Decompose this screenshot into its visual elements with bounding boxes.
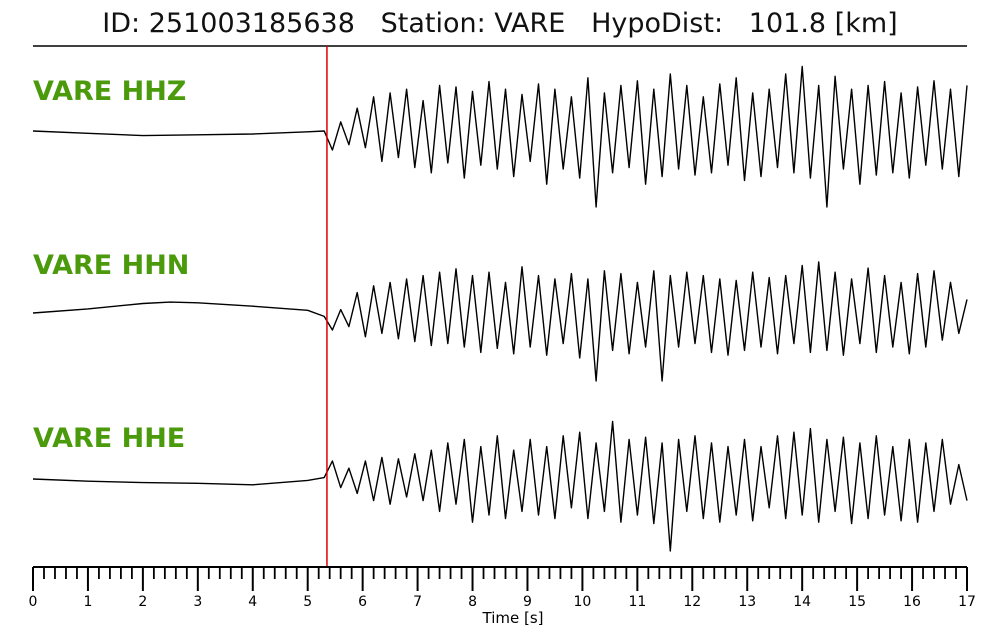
x-tick-label: 6 — [358, 594, 367, 610]
x-tick-label: 12 — [683, 594, 701, 610]
x-tick-label: 11 — [628, 594, 646, 610]
x-tick-label: 5 — [303, 594, 312, 610]
x-tick-label: 15 — [848, 594, 866, 610]
trace-labels-group: VARE HHZ VARE HHN VARE HHE — [33, 76, 189, 454]
x-tick-label: 14 — [793, 594, 811, 610]
x-tick-label: 17 — [958, 594, 976, 610]
x-tick-label: 1 — [83, 594, 92, 610]
trace-vare-hhn — [32, 261, 968, 382]
x-tick-label: 7 — [413, 594, 422, 610]
x-tick-label: 13 — [738, 594, 756, 610]
traces-group — [32, 65, 968, 552]
x-axis-label: Time [s] — [482, 609, 544, 627]
x-tick-label: 3 — [193, 594, 202, 610]
time-axis: 0 1 2 3 4 5 6 7 8 9 10 11 12 13 14 15 16 17 — [29, 566, 976, 610]
x-tick-label: 0 — [29, 594, 38, 610]
x-tick-label: 9 — [523, 594, 532, 610]
x-tick-label: 4 — [248, 594, 257, 610]
trace-label-vare-hhn: VARE HHN — [33, 250, 189, 281]
page-title: ID: 251003185638 Station: VARE HypoDist:… — [102, 8, 898, 39]
trace-label-vare-hhe: VARE HHE — [33, 423, 185, 454]
x-tick-label: 16 — [903, 594, 921, 610]
trace-vare-hhe — [32, 420, 968, 552]
x-tick-label: 2 — [138, 594, 147, 610]
trace-vare-hhz — [32, 65, 968, 208]
trace-label-vare-hhz: VARE HHZ — [33, 76, 186, 107]
x-tick-label: 10 — [573, 594, 591, 610]
x-tick-label: 8 — [468, 594, 477, 610]
